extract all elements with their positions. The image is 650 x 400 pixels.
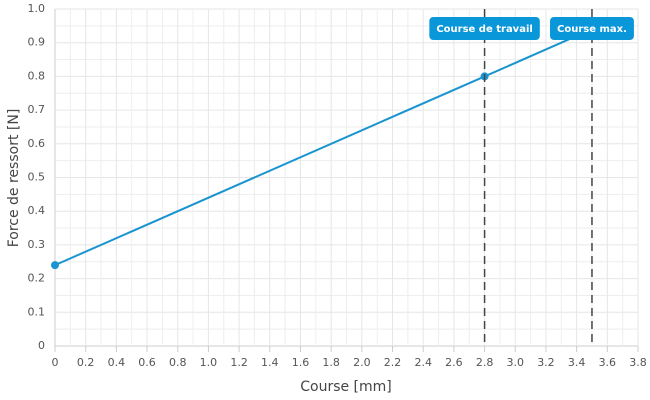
- data-point: [51, 261, 59, 270]
- x-tick-label: 1.4: [261, 356, 279, 369]
- flag-box: [550, 17, 634, 40]
- x-tick-label: 1.8: [322, 356, 340, 369]
- y-tick-label: 0.9: [28, 36, 46, 49]
- reference-flag: Course max.: [550, 17, 634, 40]
- y-tick-label: 0.7: [28, 103, 46, 116]
- flag-label: Course de travail: [436, 24, 532, 35]
- x-axis-title: Course [mm]: [300, 379, 392, 395]
- x-tick-label: 0.2: [77, 356, 95, 369]
- series-line: [54, 28, 593, 267]
- x-tick-label: 2.0: [353, 356, 371, 369]
- x-tick-label: 0.4: [108, 356, 126, 369]
- y-tick-label: 0.2: [28, 272, 46, 285]
- y-tick-label: 0.3: [28, 238, 46, 251]
- grid: [54, 8, 639, 347]
- y-tick-label: 0.4: [28, 204, 46, 217]
- y-tick-label: 0.1: [28, 305, 46, 318]
- x-tick-label: 0.8: [169, 356, 187, 369]
- x-tick-label: 3.6: [599, 356, 617, 369]
- x-tick-label: 3.2: [537, 356, 555, 369]
- x-tick-label: 0: [52, 356, 59, 369]
- flag-label: Course max.: [557, 24, 627, 35]
- x-tick-label: 0.6: [138, 356, 156, 369]
- flag-box: [429, 17, 540, 40]
- y-tick-label: 0.6: [28, 137, 46, 150]
- x-tick-label: 3.8: [629, 356, 647, 369]
- x-tick-label: 1.2: [230, 356, 248, 369]
- x-tick-label: 2.6: [445, 356, 463, 369]
- y-tick-label: 0.5: [28, 171, 46, 184]
- x-tick-label: 3.0: [507, 356, 525, 369]
- x-tick-label: 1.6: [292, 356, 310, 369]
- x-tick-label: 2.8: [476, 356, 494, 369]
- x-tick-label: 3.4: [568, 356, 586, 369]
- x-tick-label: 2.4: [414, 356, 432, 369]
- y-tick-label: 0.8: [28, 69, 46, 82]
- reference-flag: Course de travail: [429, 17, 540, 40]
- y-tick-label: 1.0: [28, 2, 46, 15]
- x-tick-label: 2.2: [384, 356, 402, 369]
- y-axis-title: Force de ressort [N]: [6, 109, 22, 248]
- y-tick-label: 0: [38, 339, 45, 352]
- x-tick-label: 1.0: [200, 356, 218, 369]
